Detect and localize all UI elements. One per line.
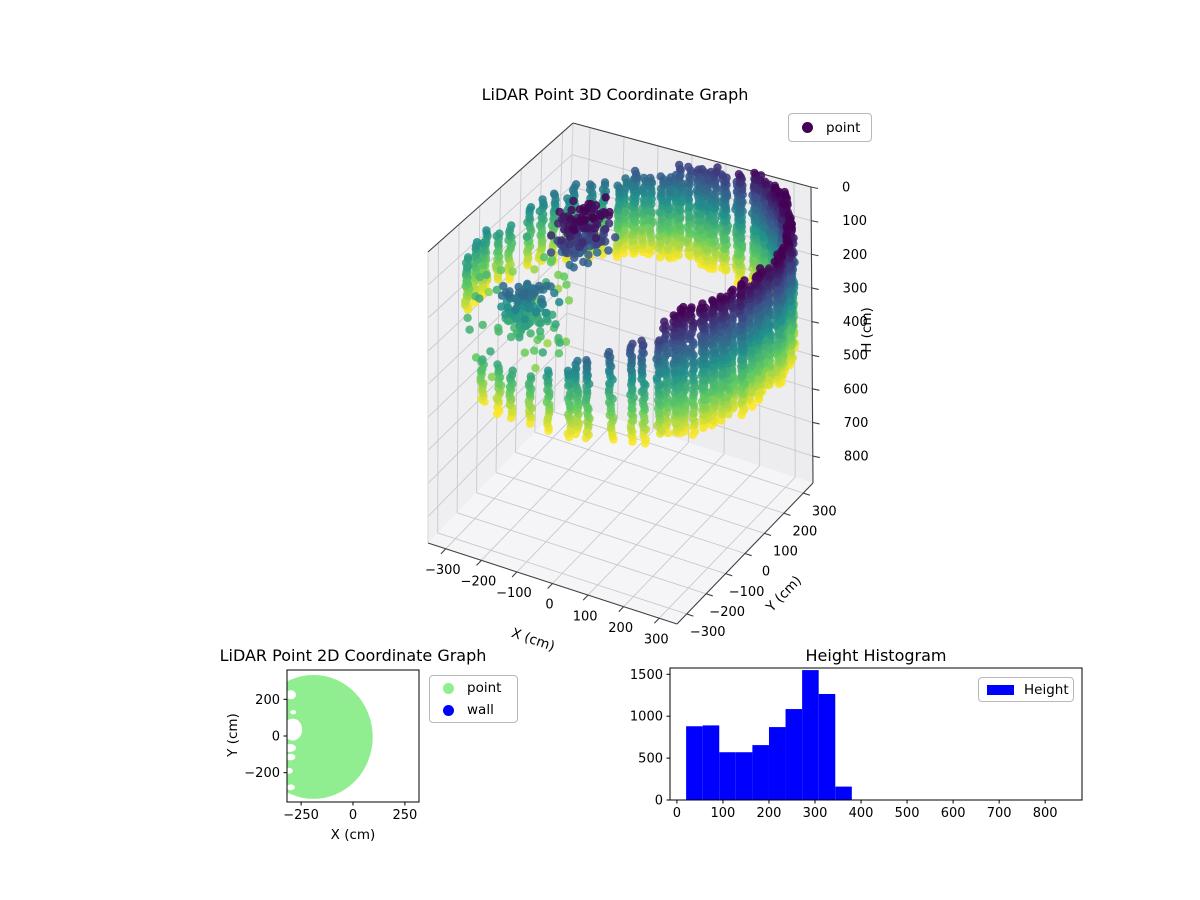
- svg-text:500: 500: [638, 752, 663, 767]
- plot2d-legend-label-point: point: [467, 680, 502, 696]
- wall-marker-icon: [443, 704, 454, 716]
- plot3d-legend-row: point: [789, 117, 871, 139]
- svg-text:0: 0: [673, 806, 681, 821]
- svg-text:500: 500: [895, 806, 920, 821]
- svg-text:600: 600: [941, 806, 966, 821]
- svg-text:200: 200: [792, 524, 817, 539]
- svg-text:300: 300: [644, 632, 669, 647]
- svg-text:400: 400: [849, 806, 874, 821]
- plot2d-title: LiDAR Point 2D Coordinate Graph: [219, 646, 487, 665]
- svg-text:−200: −200: [709, 605, 745, 620]
- plot2d-y-axis-label: Y (cm): [225, 713, 241, 757]
- point-marker-icon: [802, 122, 813, 133]
- svg-text:200: 200: [842, 248, 867, 263]
- svg-text:250: 250: [392, 808, 417, 823]
- svg-text:1500: 1500: [630, 668, 663, 683]
- svg-text:700: 700: [844, 416, 869, 431]
- svg-text:300: 300: [803, 806, 828, 821]
- plot2d-legend-row-point: point: [430, 677, 517, 699]
- svg-text:400: 400: [843, 315, 868, 330]
- svg-text:200: 200: [757, 806, 782, 821]
- plot2d-x-axis-label: X (cm): [330, 827, 376, 843]
- svg-text:−100: −100: [496, 586, 532, 601]
- hist-title: Height Histogram: [805, 646, 947, 665]
- plot2d-legend-label-wall: wall: [467, 702, 494, 718]
- svg-text:600: 600: [843, 382, 868, 397]
- svg-text:−250: −250: [283, 808, 319, 823]
- svg-text:0: 0: [349, 808, 357, 823]
- svg-text:200: 200: [255, 693, 280, 708]
- svg-text:700: 700: [987, 806, 1012, 821]
- svg-text:−200: −200: [461, 575, 497, 590]
- svg-text:1000: 1000: [630, 710, 663, 725]
- plot3d-title: LiDAR Point 3D Coordinate Graph: [481, 85, 749, 104]
- plot2d-legend: point wall: [429, 675, 518, 723]
- svg-text:−300: −300: [690, 625, 726, 640]
- plot3d-legend: point: [788, 113, 872, 142]
- svg-text:200: 200: [608, 621, 633, 636]
- svg-text:300: 300: [812, 504, 837, 519]
- svg-text:300: 300: [843, 281, 868, 296]
- svg-text:0: 0: [545, 598, 553, 613]
- plot2d-legend-row-wall: wall: [430, 699, 517, 721]
- hist-legend-label: Height: [1024, 681, 1069, 698]
- svg-text:100: 100: [711, 806, 736, 821]
- plot2d-scatter-canvas: −250 0 250 −200 0 200: [244, 669, 420, 823]
- plot3d-z-axis-label: H (cm): [859, 307, 875, 353]
- svg-text:800: 800: [1033, 806, 1058, 821]
- svg-text:−200: −200: [244, 766, 280, 781]
- hist-legend: Height: [978, 677, 1074, 702]
- height-legend-patch-icon: [987, 684, 1014, 695]
- svg-text:100: 100: [573, 609, 598, 624]
- plot3d-legend-label: point: [826, 119, 861, 136]
- svg-text:100: 100: [773, 545, 798, 560]
- svg-text:100: 100: [842, 214, 867, 229]
- svg-text:500: 500: [843, 349, 868, 364]
- svg-text:800: 800: [844, 450, 869, 465]
- point-marker-icon: [443, 682, 454, 694]
- svg-text:0: 0: [655, 794, 663, 809]
- hist-legend-row: Height: [979, 679, 1073, 701]
- svg-text:0: 0: [842, 181, 850, 196]
- svg-text:0: 0: [762, 565, 770, 580]
- svg-text:0: 0: [272, 730, 280, 745]
- hist-canvas: 0 100 200 300 400 500 600 700 800 0 500 1000 1500: [630, 667, 1083, 821]
- svg-text:−100: −100: [729, 585, 765, 600]
- svg-text:−300: −300: [425, 563, 461, 578]
